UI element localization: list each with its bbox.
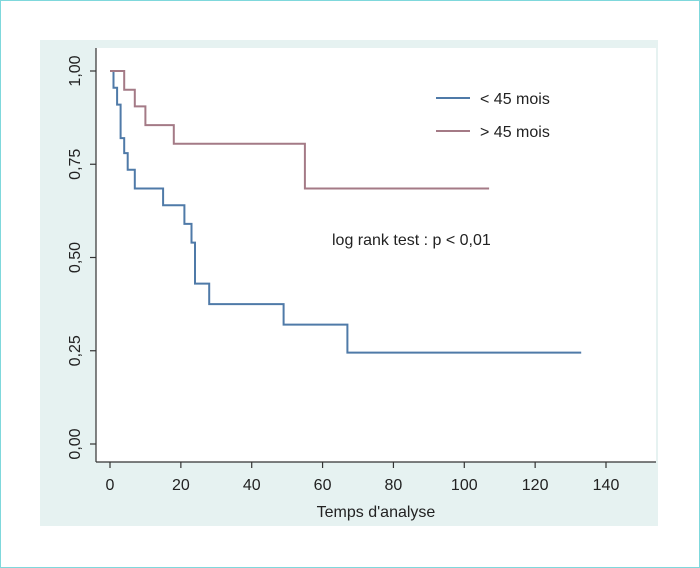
series-line-1 bbox=[110, 70, 582, 354]
annotation-logrank: log rank test : p < 0,01 bbox=[332, 232, 491, 249]
y-tick-label: 0,75 bbox=[67, 149, 84, 180]
x-tick-label: 120 bbox=[522, 477, 549, 494]
x-tick-label: 60 bbox=[314, 477, 332, 494]
x-tick-label: 0 bbox=[106, 477, 115, 494]
legend-label-1: < 45 mois bbox=[480, 91, 550, 108]
y-tick-label: 0,00 bbox=[67, 428, 84, 459]
x-axis-label: Temps d'analyse bbox=[317, 504, 436, 521]
x-tick-label: 80 bbox=[385, 477, 403, 494]
x-tick-label: 140 bbox=[593, 477, 620, 494]
plot-area bbox=[96, 48, 656, 462]
y-tick-label: 0,50 bbox=[67, 242, 84, 273]
x-tick-label: 20 bbox=[172, 477, 190, 494]
x-tick-label: 100 bbox=[451, 477, 478, 494]
x-tick-label: 40 bbox=[243, 477, 261, 494]
series-line-2 bbox=[110, 70, 490, 190]
legend-label-2: > 45 mois bbox=[480, 124, 550, 141]
y-tick-label: 1,00 bbox=[67, 55, 84, 86]
y-tick-label: 0,25 bbox=[67, 335, 84, 366]
